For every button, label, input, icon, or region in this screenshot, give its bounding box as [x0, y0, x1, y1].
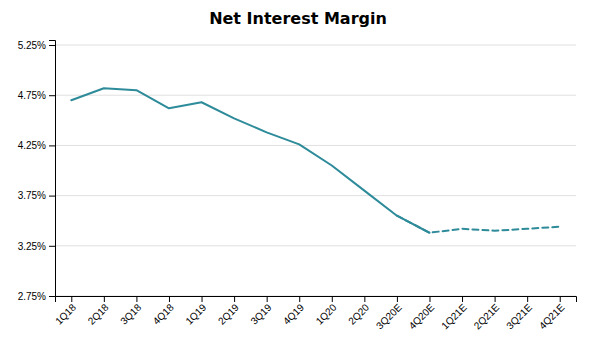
tick: 2Q19	[216, 296, 241, 327]
lines	[71, 88, 559, 233]
tick: 2Q18	[86, 296, 111, 327]
tick: 4Q18	[151, 296, 176, 327]
tick-mark	[299, 296, 300, 302]
tick-label: 1Q21E	[439, 301, 469, 331]
tick: 4.75%	[18, 90, 55, 101]
tick-label: 3Q18	[118, 301, 143, 326]
grid-line	[55, 45, 576, 46]
tick-mark	[495, 296, 496, 302]
tick-mark	[332, 296, 333, 302]
tick-mark	[429, 296, 430, 302]
tick-label: 4Q18	[151, 301, 176, 326]
tick-mark	[234, 296, 235, 302]
tick-label: 1Q20	[314, 301, 339, 326]
tick: 3.75%	[18, 190, 55, 201]
tick-label: 4Q21E	[537, 301, 567, 331]
tick-mark	[527, 296, 528, 302]
tick-label: 1Q18	[53, 301, 78, 326]
tick-label: 2Q20	[346, 301, 371, 326]
tick-mark	[104, 296, 105, 302]
tick: 1Q20	[314, 296, 339, 327]
tick: 5.25%	[18, 40, 55, 51]
grid-line	[55, 195, 576, 196]
axis-line	[49, 41, 56, 297]
tick-mark	[136, 296, 137, 302]
tick: 4.25%	[18, 140, 55, 151]
tick-label: 4Q20E	[407, 301, 437, 331]
tick: 1Q18	[53, 296, 78, 327]
tick-label: 3Q21E	[504, 301, 534, 331]
tick-mark	[49, 45, 55, 46]
line	[397, 216, 560, 233]
tick: 1Q19	[183, 296, 208, 327]
tick-label: 4.75%	[18, 90, 46, 101]
tick-mark	[49, 296, 55, 297]
tick: 2Q20	[346, 296, 371, 327]
tick-mark	[71, 296, 72, 302]
grid-line	[55, 245, 576, 246]
tick-label: 3Q19	[248, 301, 273, 326]
chart: Net Interest Margin 2.75% 3.25% 3.75% 4.25% 4…	[0, 0, 596, 346]
tick-mark	[49, 196, 55, 197]
tick-label: 4.25%	[18, 140, 46, 151]
tick-mark	[169, 296, 170, 302]
tick-label: 2Q18	[86, 301, 111, 326]
tick-label: 2Q21E	[472, 301, 502, 331]
tick-mark	[364, 296, 365, 302]
grid	[55, 45, 576, 296]
tick-label: 2.75%	[18, 291, 46, 302]
tick-label: 5.25%	[18, 40, 46, 51]
tick-label: 3.75%	[18, 190, 46, 201]
tick-mark	[49, 95, 55, 96]
tick-mark	[49, 145, 55, 146]
tick: 3Q21E	[504, 296, 534, 331]
tick-mark	[49, 246, 55, 247]
tick: 4Q20E	[407, 296, 437, 331]
tick-label: 3Q20E	[374, 301, 404, 331]
tick-label: 2Q19	[216, 301, 241, 326]
tick: 3Q20E	[374, 296, 404, 331]
x-axis: 1Q18 2Q18 3Q18 4Q18 1Q19 2Q19 3Q19 4Q19 1Q20 2Q20…	[53, 296, 576, 331]
tick-mark	[560, 296, 561, 302]
tick-mark	[267, 296, 268, 302]
tick: 2Q21E	[472, 296, 502, 331]
tick: 3Q19	[248, 296, 273, 327]
grid-line	[55, 145, 576, 146]
title: Net Interest Margin	[209, 9, 387, 28]
plot: 2.75% 3.25% 3.75% 4.25% 4.75% 5.25% 1Q18 2Q18 3Q…	[18, 40, 577, 332]
tick: 3Q18	[118, 296, 143, 327]
tick-mark	[202, 296, 203, 302]
tick: 4Q19	[281, 296, 306, 327]
line	[71, 88, 429, 233]
tick-label: 4Q19	[281, 301, 306, 326]
tick-mark	[397, 296, 398, 302]
tick-label: 1Q19	[183, 301, 208, 326]
tick: 2.75%	[18, 291, 55, 302]
grid-line	[55, 95, 576, 96]
tick-label: 3.25%	[18, 241, 46, 252]
axis-line	[56, 297, 577, 303]
tick: 4Q21E	[537, 296, 567, 331]
tick-mark	[462, 296, 463, 302]
tick: 3.25%	[18, 241, 55, 252]
y-axis: 2.75% 3.25% 3.75% 4.25% 4.75% 5.25%	[18, 40, 56, 302]
tick: 1Q21E	[439, 296, 469, 331]
